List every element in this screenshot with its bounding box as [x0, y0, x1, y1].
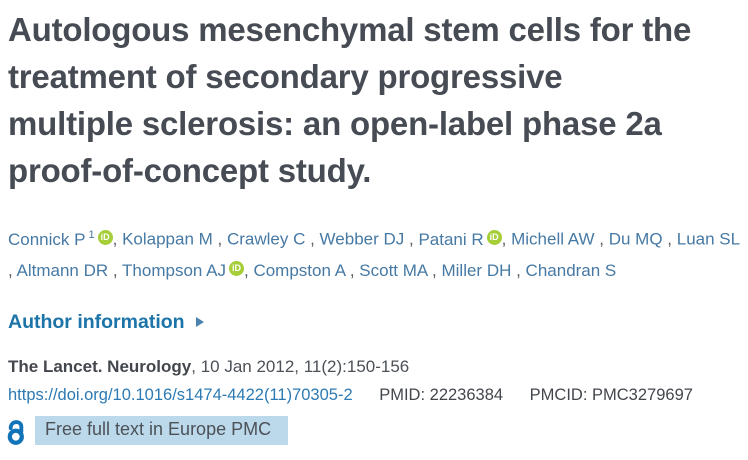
author: Kolappan M: [122, 230, 213, 249]
author-link[interactable]: Luan SL: [676, 229, 740, 249]
author: Thompson AJ iD: [122, 260, 244, 280]
pmcid-label: PMCID:: [529, 385, 588, 404]
doi-link[interactable]: https://doi.org/10.1016/s1474-4422(11)70…: [8, 385, 353, 404]
author: Du MQ: [609, 230, 663, 249]
author: Connick P 1 iD: [8, 229, 113, 249]
open-access-lock-icon: [7, 419, 24, 445]
author-separator: ,: [305, 229, 320, 249]
author: Chandran S: [526, 261, 617, 280]
author-link[interactable]: Altmann DR: [16, 260, 109, 280]
article-title-line: Autologous mesenchymal stem cells for th…: [8, 11, 692, 48]
author: Crawley C: [227, 230, 305, 249]
author: Compston A: [253, 261, 345, 280]
free-fulltext-row: Free full text in Europe PMC: [7, 415, 740, 445]
author-separator: ,: [404, 229, 419, 249]
author-separator: ,: [112, 229, 123, 249]
article-title: Autologous mesenchymal stem cells for th…: [8, 6, 740, 194]
author-link[interactable]: Connick P: [8, 229, 86, 249]
author: Webber DJ: [320, 230, 405, 249]
author-separator: ,: [8, 260, 17, 280]
author-link[interactable]: Kolappan M: [122, 229, 213, 249]
citation-details: , 10 Jan 2012, 11(2):150-156: [191, 356, 410, 376]
author-link[interactable]: Patani R: [418, 229, 484, 249]
author-link[interactable]: Chandran S: [525, 260, 617, 280]
author-separator: ,: [243, 260, 254, 280]
author-separator: ,: [501, 229, 512, 249]
article-title-line: multiple sclerosis: an open-label phase …: [8, 105, 662, 142]
author-link[interactable]: Webber DJ: [319, 229, 405, 249]
free-fulltext-link[interactable]: Free full text in Europe PMC: [35, 415, 289, 445]
author-information-label: Author information: [8, 310, 185, 333]
orcid-icon[interactable]: iD: [486, 229, 502, 245]
author-link[interactable]: Crawley C: [226, 229, 306, 249]
author: Luan SL: [677, 230, 740, 249]
author-separator: ,: [212, 229, 227, 249]
author-separator: ,: [594, 229, 609, 249]
author-link[interactable]: Michell AW: [511, 229, 595, 249]
pmid-value: 22236384: [429, 385, 504, 404]
author-separator: ,: [108, 260, 123, 280]
author: Michell AW: [511, 230, 594, 249]
author-separator: ,: [427, 260, 442, 280]
orcid-icon[interactable]: iD: [97, 229, 113, 245]
pmcid: PMCID: PMC3279697: [530, 386, 693, 404]
journal-name: The Lancet. Neurology: [8, 356, 192, 376]
author: Miller DH: [441, 261, 511, 280]
author-link[interactable]: Compston A: [253, 260, 346, 280]
pmcid-value: PMC3279697: [592, 385, 693, 404]
orcid-icon[interactable]: iD: [228, 260, 244, 276]
author-link[interactable]: Du MQ: [608, 229, 663, 249]
article-citation-page: Autologous mesenchymal stem cells for th…: [7, 6, 740, 445]
author-separator: ,: [511, 260, 526, 280]
author-information-toggle[interactable]: Author information: [8, 311, 204, 334]
article-title-line: proof-of-concept study.: [8, 152, 372, 189]
chevron-right-icon: [195, 317, 204, 328]
identifiers-row: https://doi.org/10.1016/s1474-4422(11)70…: [8, 386, 740, 405]
pmid: PMID: 22236384: [379, 386, 507, 404]
author: Scott MA: [359, 261, 427, 280]
author-separator: ,: [662, 229, 677, 249]
citation-line: The Lancet. Neurology, 10 Jan 2012, 11(2…: [8, 357, 740, 377]
pmid-label: PMID:: [379, 385, 426, 404]
article-title-line: treatment of secondary progressive: [8, 58, 563, 95]
author-separator: ,: [345, 260, 360, 280]
author-list: Connick P 1 iD, Kolappan M , Crawley C , W…: [8, 220, 740, 286]
affiliation-superscript: 1: [88, 229, 95, 241]
author-link[interactable]: Thompson AJ: [122, 260, 226, 280]
author-link[interactable]: Scott MA: [359, 260, 428, 280]
author-link[interactable]: Miller DH: [441, 260, 512, 280]
author: Altmann DR: [17, 261, 109, 280]
